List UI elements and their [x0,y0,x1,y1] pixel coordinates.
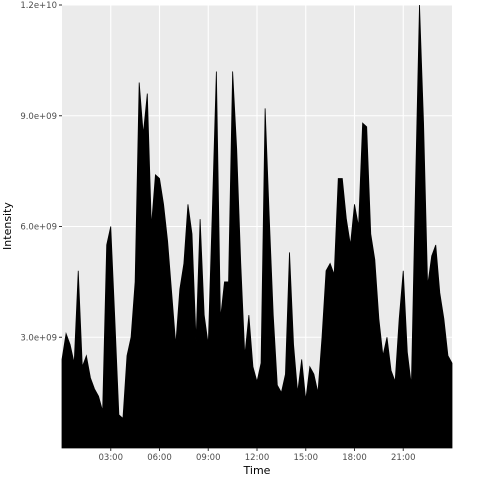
y-tick-label: 1.2e+10 [20,1,57,11]
x-tick-label: 06:00 [147,453,172,463]
y-tick-label: 3.0e+09 [20,333,57,343]
x-tick-label: 18:00 [342,453,367,463]
y-axis-title: Intensity [1,202,14,250]
x-axis-title: Time [243,464,271,477]
area [61,4,453,449]
x-tick-label: 03:00 [99,453,124,463]
x-tick-label: 09:00 [196,453,221,463]
x-tick-label: 12:00 [245,453,270,463]
y-tick-label: 6.0e+09 [20,223,57,233]
x-tick-label: 15:00 [294,453,319,463]
y-tick-label: 9.0e+09 [20,112,57,122]
x-tick-label: 21:00 [391,453,416,463]
